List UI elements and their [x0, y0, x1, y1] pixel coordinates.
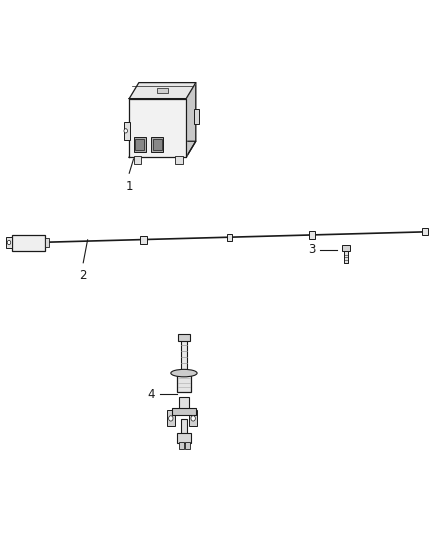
Bar	[342, 245, 350, 251]
Polygon shape	[129, 83, 196, 99]
Circle shape	[7, 240, 11, 245]
Circle shape	[124, 129, 127, 133]
Polygon shape	[129, 99, 186, 157]
Bar	[175, 156, 183, 164]
Bar	[134, 137, 146, 152]
Bar	[157, 88, 168, 93]
Bar	[179, 397, 189, 410]
Bar	[189, 410, 197, 426]
Bar	[178, 334, 190, 341]
Bar	[309, 231, 315, 239]
Bar	[181, 419, 187, 434]
Circle shape	[169, 416, 173, 421]
Bar	[344, 251, 348, 263]
Bar	[177, 373, 191, 392]
Bar	[181, 338, 187, 373]
Text: 2: 2	[79, 269, 87, 282]
Bar	[153, 139, 162, 150]
Bar	[179, 442, 184, 449]
Bar	[151, 137, 163, 152]
Text: 1: 1	[125, 180, 133, 192]
Ellipse shape	[171, 369, 197, 377]
Bar	[177, 433, 191, 443]
Bar	[134, 156, 141, 164]
Bar	[227, 234, 232, 240]
Text: 4: 4	[147, 388, 155, 401]
Bar	[185, 442, 190, 449]
Bar	[422, 228, 427, 236]
Bar	[6, 237, 12, 248]
Bar	[194, 109, 199, 124]
Bar	[172, 408, 196, 415]
Bar	[140, 236, 147, 244]
Bar	[135, 139, 144, 150]
Bar	[167, 410, 175, 426]
Polygon shape	[186, 83, 196, 157]
Bar	[45, 238, 49, 247]
Bar	[124, 122, 130, 140]
Polygon shape	[129, 141, 196, 157]
FancyBboxPatch shape	[12, 235, 46, 251]
Circle shape	[191, 416, 195, 421]
Text: 3: 3	[308, 244, 315, 256]
